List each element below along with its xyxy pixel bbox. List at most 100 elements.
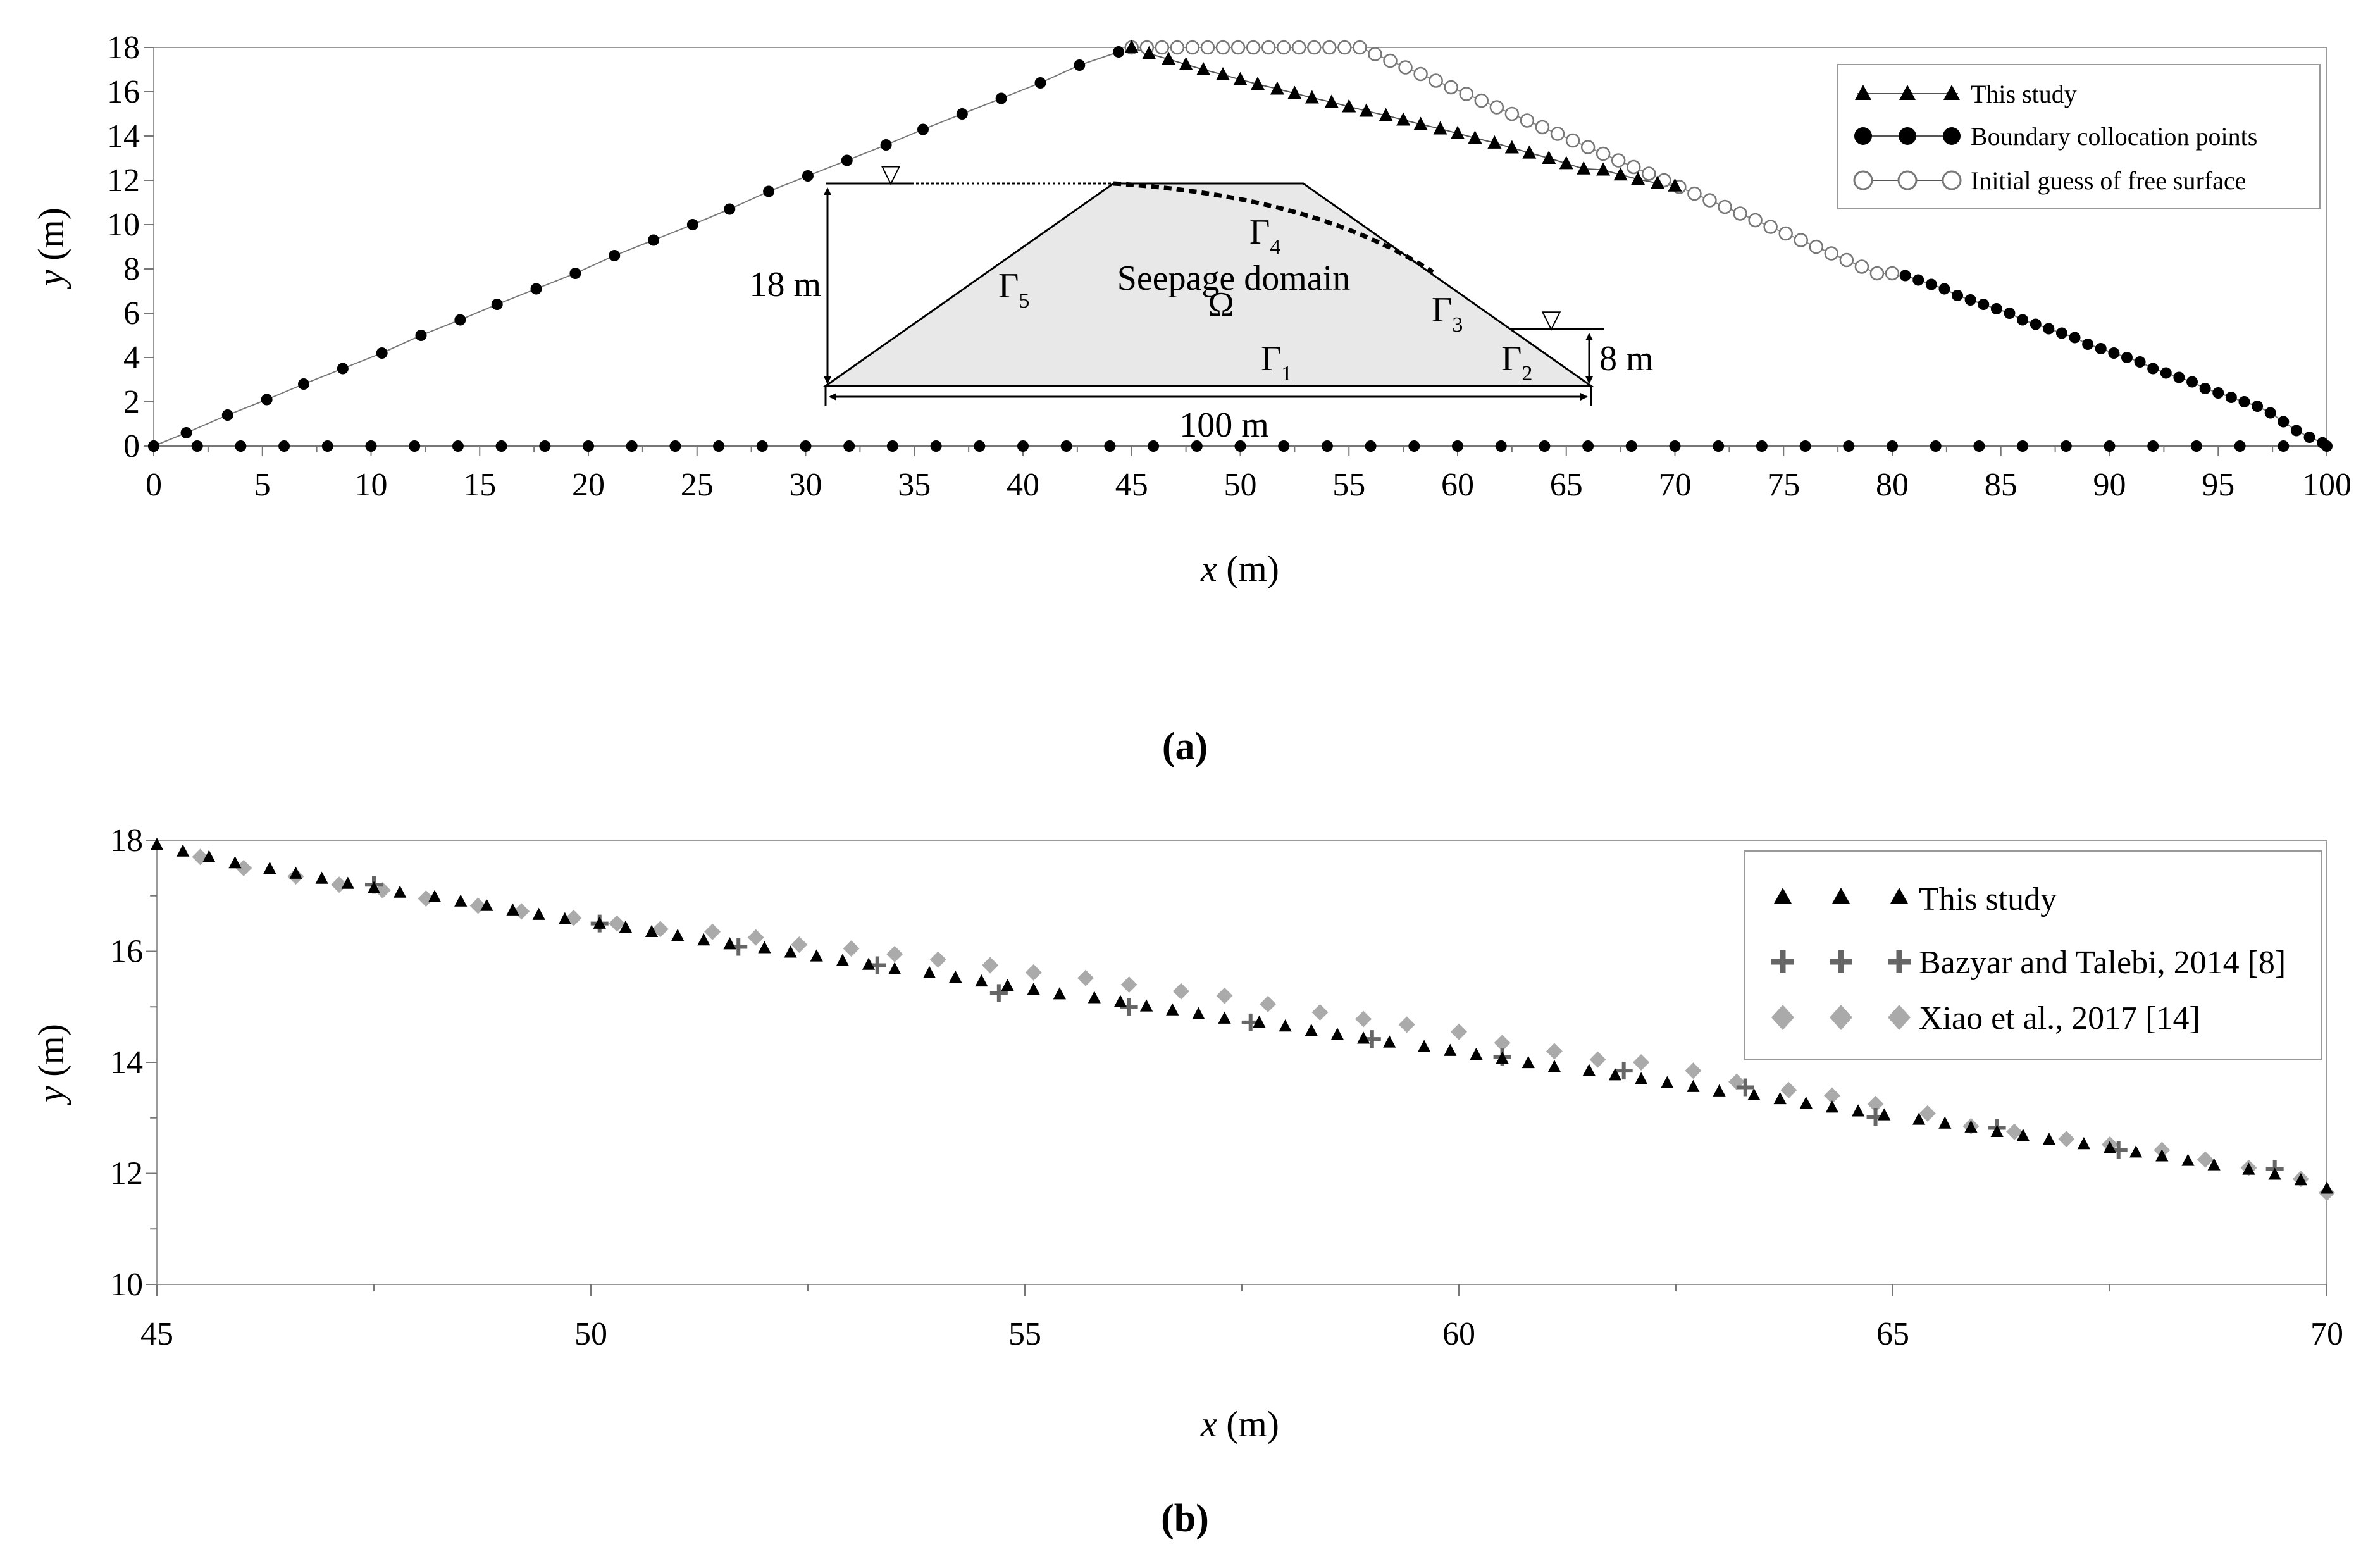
legend-b-triangle-icon (1832, 888, 1850, 904)
chart-a-boundary-point (2238, 396, 2250, 407)
chart-b-xiao-point (1685, 1062, 1702, 1079)
chart-a-initial-guess-point (1261, 40, 1276, 55)
chart-a-this-study-point (1650, 175, 1665, 189)
chart-a-this-study-point (1596, 162, 1611, 176)
a-y-tick-label: 2 (123, 384, 140, 420)
chart-a-boundary-point (956, 108, 968, 120)
chart-a-boundary-point (1799, 440, 1811, 452)
a-y-tick-label: 4 (123, 340, 140, 376)
a-x-tick-label: 55 (1332, 467, 1365, 503)
chart-a-initial-guess-point (1459, 87, 1473, 101)
chart-a-initial-guess-point (1596, 146, 1611, 161)
legend-b-plus-icon (1830, 950, 1852, 973)
chart-a-boundary-point (2108, 347, 2120, 359)
chart-a-boundary-point (1925, 278, 1937, 290)
chart-a-boundary-point (1899, 270, 1911, 282)
b-x-tick-label: 70 (2310, 1316, 2343, 1352)
a-x-tick-label: 30 (790, 467, 822, 503)
legend-a-filled-circle-icon (1899, 127, 1916, 145)
chart-a-initial-guess-point (1215, 40, 1230, 55)
chart-b-xiao-point (1260, 995, 1277, 1012)
chart-a-boundary-point (2121, 352, 2133, 363)
chart-a-initial-guess-point (1809, 239, 1824, 254)
chart-b-xiao-point (235, 859, 252, 876)
chart-b: 45 50 55 60 65 70 10 12 14 16 18 This study Bazya… (30, 823, 2343, 1540)
chart-b-xiao-point (843, 940, 860, 957)
chart-b-xiao-point (1355, 1010, 1372, 1028)
chart-b-this-study-point (1635, 1072, 1648, 1084)
b-x-tick-label: 60 (1442, 1316, 1475, 1352)
legend-b-plus-icon (1771, 950, 1794, 973)
chart-a-boundary-point (1104, 440, 1116, 452)
a-y-tick-label: 18 (107, 30, 140, 66)
chart-b-this-study-point (177, 844, 190, 857)
chart-b-this-study-point (1053, 987, 1066, 1000)
chart-a-boundary-point (583, 440, 594, 452)
legend-b-triangle-icon (1890, 888, 1908, 904)
chart-b-this-study-point (697, 933, 710, 946)
chart-a-boundary-point (278, 440, 290, 452)
legend-a-initial-guess: Initial guess of free surface (1853, 166, 2246, 195)
chart-a-boundary-point (1278, 440, 1290, 452)
chart-b-this-study-point (1747, 1088, 1761, 1101)
chart-b-this-study-point (2042, 1132, 2056, 1145)
chart-a-boundary-point (1930, 440, 1942, 452)
legend-b-diamond-icon (1771, 1005, 1794, 1030)
chart-b-this-study-point (558, 912, 571, 924)
chart-b-this-study-point (1279, 1019, 1292, 1032)
chart-b-x-tick-labels: 45 50 55 60 65 70 (140, 1316, 2343, 1352)
chart-a-this-study-point (1413, 116, 1428, 130)
chart-b-y-axis-label: y (m) (30, 1024, 71, 1105)
chart-b-this-study-point (784, 945, 797, 958)
chart-b-xiao-point (791, 936, 808, 953)
chart-a-boundary-point (569, 268, 581, 279)
chart-a-this-study-point (1142, 46, 1156, 59)
chart-b-this-study-point (1964, 1120, 1978, 1133)
b-y-tick-label: 16 (110, 934, 143, 970)
legend-a-triangle-icon (1899, 85, 1916, 100)
chart-b-this-study-point (2320, 1181, 2334, 1194)
a-x-tick-label: 15 (463, 467, 496, 503)
legend-a-label-boundary: Boundary collocation points (1971, 122, 2257, 151)
chart-b-xiao-point (1780, 1081, 1797, 1098)
chart-a-boundary-point (1148, 440, 1160, 452)
chart-a-boundary-point (409, 440, 421, 452)
chart-b-xiao-point (331, 876, 348, 893)
chart-b-this-study-point (1444, 1043, 1457, 1056)
chart-b-xiao-point (1025, 964, 1042, 981)
chart-a-this-study-point (1270, 81, 1284, 95)
chart-a-boundary-point (2017, 314, 2029, 326)
b-x-tick-label: 45 (140, 1316, 173, 1352)
chart-a-boundary-point (609, 250, 621, 261)
chart-a-boundary-point (2030, 318, 2042, 330)
chart-a-boundary-point (415, 330, 427, 341)
chart-a-this-study-point (1522, 145, 1537, 159)
chart-a-boundary-point (1321, 440, 1333, 452)
chart-a-boundary-point (2173, 371, 2185, 383)
chart-a-boundary-point (1887, 440, 1898, 452)
a-x-tick-label: 35 (898, 467, 931, 503)
chart-a-boundary-point (2234, 440, 2246, 452)
chart-b-this-study-point (506, 903, 519, 916)
legend-a-open-circle-icon (1853, 170, 1873, 190)
chart-a-boundary-point (1938, 283, 1950, 295)
chart-b-this-study-point (1661, 1076, 1674, 1088)
chart-a-this-study-point (1668, 178, 1682, 192)
chart-b-this-study-point (1383, 1035, 1396, 1048)
chart-b-this-study-point (1878, 1108, 1891, 1121)
chart-b-xiao-point (1589, 1051, 1606, 1068)
chart-b-xiao-point (1172, 983, 1189, 1000)
chart-a-boundary-point (1843, 440, 1855, 452)
chart-b-xiao-point (982, 957, 999, 974)
chart-b-this-study-point (758, 941, 771, 954)
chart-a-boundary-point (800, 440, 812, 452)
chart-b-bazyar-point (989, 984, 1008, 1002)
chart-b-xiao-point (1451, 1023, 1467, 1040)
chart-b-this-study-point (1582, 1064, 1596, 1076)
chart-b-this-study-point (263, 861, 276, 874)
chart-a-boundary-point (180, 427, 192, 438)
chart-a-this-study-point (1504, 140, 1519, 154)
a-y-tick-label: 10 (107, 207, 140, 243)
chart-b-xiao-point (1919, 1105, 1936, 1122)
